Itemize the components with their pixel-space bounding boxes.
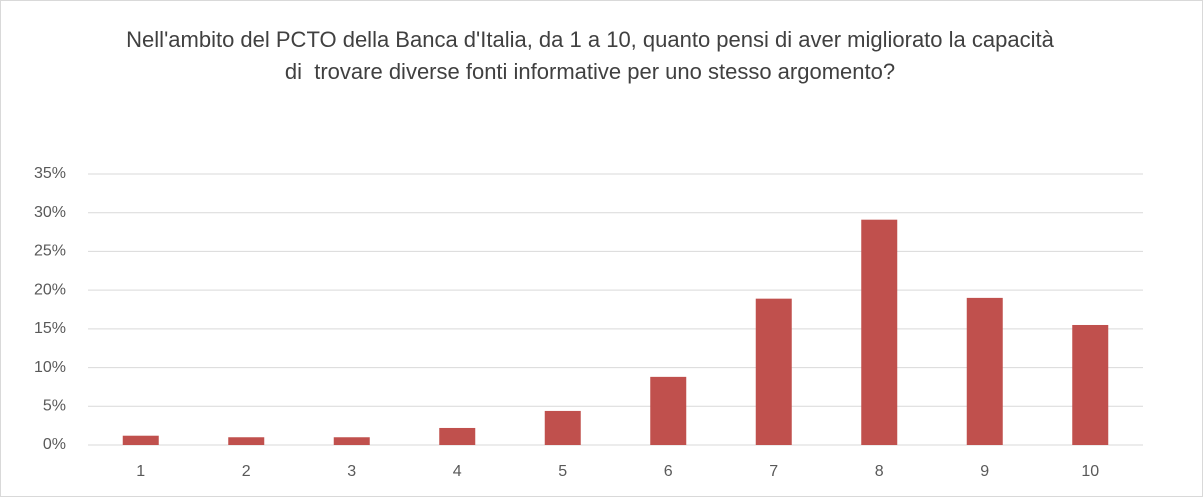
chart-title: Nell'ambito del PCTO della Banca d'Itali… <box>126 27 1060 84</box>
y-tick-label: 10% <box>34 359 66 376</box>
bar <box>755 298 792 445</box>
bar <box>1072 324 1109 445</box>
x-tick-label: 8 <box>875 463 884 480</box>
y-tick-label: 5% <box>43 398 66 415</box>
y-tick-label: 35% <box>34 165 66 182</box>
bar <box>439 427 476 445</box>
x-tick-label: 2 <box>242 463 251 480</box>
bar <box>228 437 265 445</box>
bar <box>650 376 687 445</box>
x-tick-label: 5 <box>558 463 567 480</box>
bar <box>333 437 370 445</box>
x-tick-label: 1 <box>136 463 145 480</box>
bar <box>966 297 1003 445</box>
y-tick-label: 15% <box>34 320 66 337</box>
x-tick-label: 3 <box>347 463 356 480</box>
y-tick-label: 25% <box>34 243 66 260</box>
y-tick-label: 20% <box>34 281 66 298</box>
bar <box>544 410 581 445</box>
x-tick-label: 10 <box>1081 463 1099 480</box>
x-tick-label: 6 <box>664 463 673 480</box>
y-tick-label: 30% <box>34 204 66 221</box>
bar <box>861 219 898 445</box>
y-tick-label: 0% <box>43 436 66 453</box>
x-tick-label: 4 <box>453 463 462 480</box>
x-tick-label: 9 <box>980 463 989 480</box>
bar <box>122 435 159 445</box>
x-tick-label: 7 <box>769 463 778 480</box>
